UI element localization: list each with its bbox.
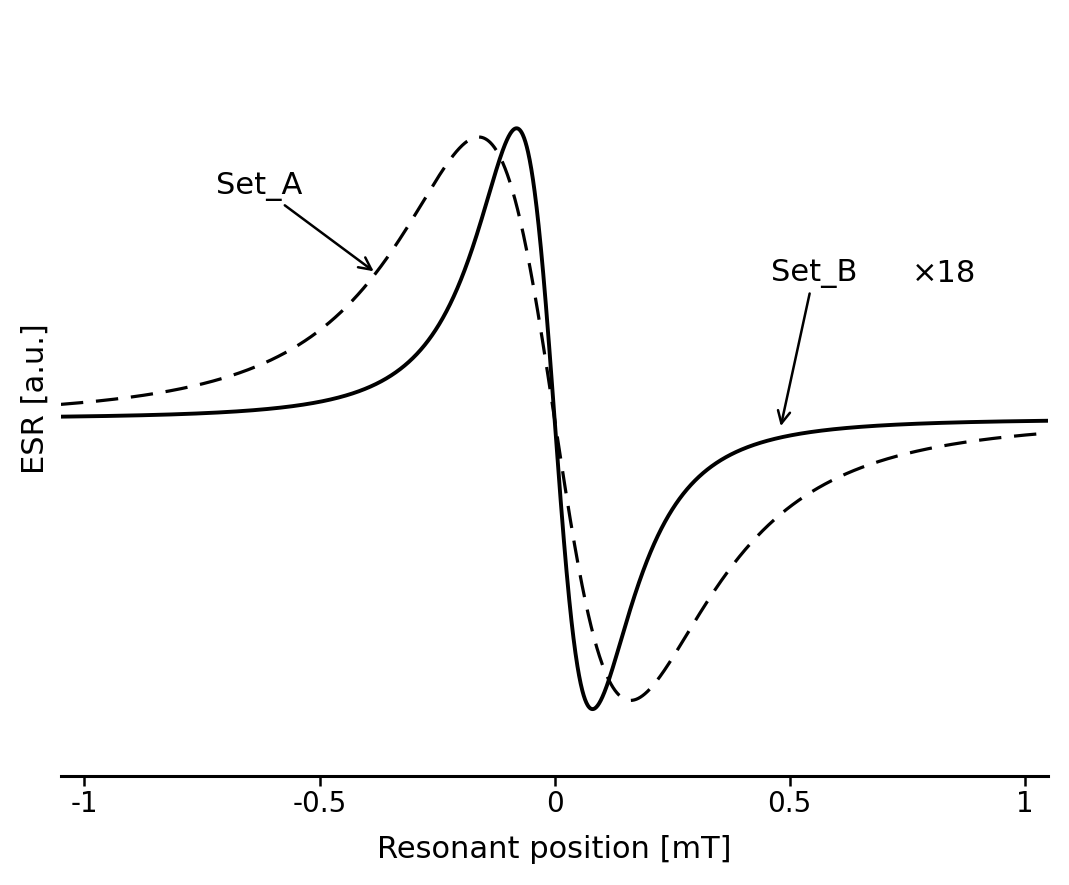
X-axis label: Resonant position [mT]: Resonant position [mT] xyxy=(377,835,732,864)
Text: Set_B: Set_B xyxy=(771,259,857,423)
Y-axis label: ESR [a.u.]: ESR [a.u.] xyxy=(20,323,50,473)
Text: Set_A: Set_A xyxy=(216,172,371,270)
Text: ×18: ×18 xyxy=(912,259,976,288)
